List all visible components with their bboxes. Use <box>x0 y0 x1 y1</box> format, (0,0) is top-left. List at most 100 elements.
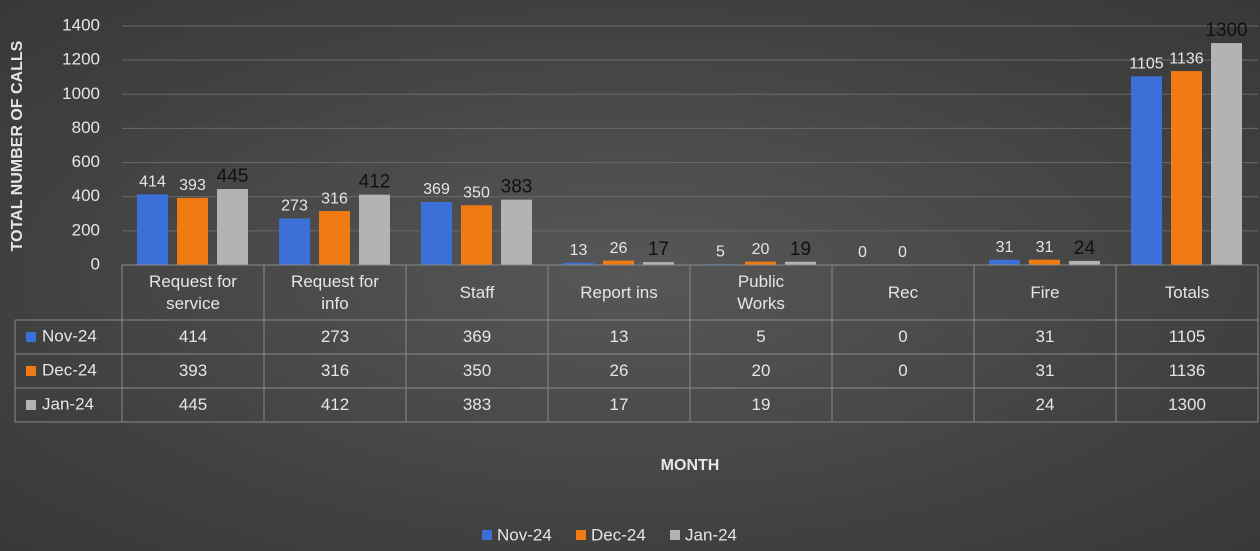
table-header-text: Request for service <box>149 271 237 313</box>
table-value-text: 1300 <box>1168 395 1206 414</box>
legend-label: Nov-24 <box>497 525 552 544</box>
table-value-text: 13 <box>609 327 629 346</box>
table-value-text: 412 <box>320 395 350 414</box>
table-header: Fire <box>974 265 1116 320</box>
data-label: 393 <box>179 177 206 194</box>
table-header-text: Report ins <box>580 282 658 302</box>
legend-key <box>576 530 586 540</box>
legend-label: Dec-24 <box>591 525 646 544</box>
data-label: 350 <box>463 184 490 201</box>
table-value: 1136 <box>1116 354 1258 388</box>
table-value: 19 <box>690 388 832 422</box>
table-value-text: 31 <box>1035 327 1055 346</box>
data-label: 17 <box>648 239 669 260</box>
y-tick-label: 1200 <box>62 50 100 69</box>
table-series-name: Jan-24 <box>42 394 94 413</box>
table-series-name: Dec-24 <box>42 360 97 379</box>
data-label: 412 <box>359 172 391 193</box>
table-value: 445 <box>122 388 264 422</box>
data-label: 19 <box>790 239 811 260</box>
table-value: 0 <box>832 320 974 354</box>
table-series-name: Nov-24 <box>42 326 97 345</box>
table-value: 31 <box>974 320 1116 354</box>
table-header-text: Request for info <box>291 271 379 313</box>
table-value-text: 0 <box>898 327 908 346</box>
table-value: 31 <box>974 354 1116 388</box>
table-header-text: Totals <box>1164 282 1210 302</box>
table-value-text: 0 <box>898 361 908 380</box>
bar <box>501 199 532 265</box>
bar <box>1131 76 1162 265</box>
bar <box>217 189 248 265</box>
legend-key <box>482 530 492 540</box>
table-legend-key <box>26 332 36 342</box>
table-header-text: Rec <box>887 282 919 302</box>
bar <box>1211 43 1242 266</box>
table-value: 316 <box>264 354 406 388</box>
data-label: 24 <box>1074 238 1096 259</box>
data-label: 5 <box>716 243 725 260</box>
table-value-text: 273 <box>320 327 350 346</box>
data-label: 1136 <box>1169 50 1204 67</box>
table-value: 273 <box>264 320 406 354</box>
x-axis-title: MONTH <box>661 457 720 474</box>
bar <box>785 261 816 265</box>
table-header: Rec <box>832 265 974 320</box>
table-value: 383 <box>406 388 548 422</box>
table-value-text: 383 <box>462 395 492 414</box>
data-label: 369 <box>423 181 450 198</box>
table-header-text: Staff <box>459 282 495 302</box>
table-value-text: 1105 <box>1168 327 1206 346</box>
table-value-text: 316 <box>320 361 350 380</box>
y-tick-label: 0 <box>91 254 100 273</box>
bar <box>137 194 168 265</box>
data-label: 0 <box>858 244 867 261</box>
bar <box>1029 259 1060 265</box>
table-value: 17 <box>548 388 690 422</box>
data-label: 273 <box>281 198 308 215</box>
data-label: 31 <box>1036 239 1054 256</box>
data-label: 1105 <box>1129 56 1164 73</box>
data-label: 383 <box>501 177 533 198</box>
table-value: 1300 <box>1116 388 1258 422</box>
y-tick-label: 400 <box>72 186 100 205</box>
data-label: 316 <box>321 190 348 207</box>
data-label: 445 <box>217 166 249 187</box>
table-value-text: 393 <box>178 361 208 380</box>
table-value-text: 24 <box>1035 395 1055 414</box>
data-label: 414 <box>139 174 166 191</box>
table-value: 393 <box>122 354 264 388</box>
bar <box>563 262 594 265</box>
y-tick-label: 800 <box>72 118 100 137</box>
data-label: 20 <box>752 241 770 258</box>
table-value-text: 369 <box>462 327 492 346</box>
bar <box>279 218 310 265</box>
table-value-text: 19 <box>751 395 771 414</box>
data-label: 13 <box>570 242 588 259</box>
y-tick-label: 1000 <box>62 84 100 103</box>
bar <box>1171 71 1202 265</box>
table-legend-key <box>26 400 36 410</box>
data-label: 0 <box>898 244 907 261</box>
y-tick-label: 600 <box>72 152 100 171</box>
data-label: 31 <box>996 239 1014 256</box>
table-header: Public Works <box>690 265 832 320</box>
bar <box>745 261 776 265</box>
bar <box>643 262 674 265</box>
table-value-text: 445 <box>178 395 208 414</box>
data-label: 1300 <box>1205 20 1247 41</box>
y-tick-label: 1400 <box>62 15 100 34</box>
bar <box>1069 260 1100 265</box>
table-value-text: 414 <box>178 327 208 346</box>
table-header-text: Public Works <box>737 271 785 313</box>
data-label: 26 <box>610 240 628 257</box>
table-header: Report ins <box>548 265 690 320</box>
bar <box>421 202 452 265</box>
bar <box>177 197 208 265</box>
table-value: 5 <box>690 320 832 354</box>
table-legend-key <box>26 366 36 376</box>
bar <box>359 194 390 265</box>
table-value-text: 31 <box>1035 361 1055 380</box>
